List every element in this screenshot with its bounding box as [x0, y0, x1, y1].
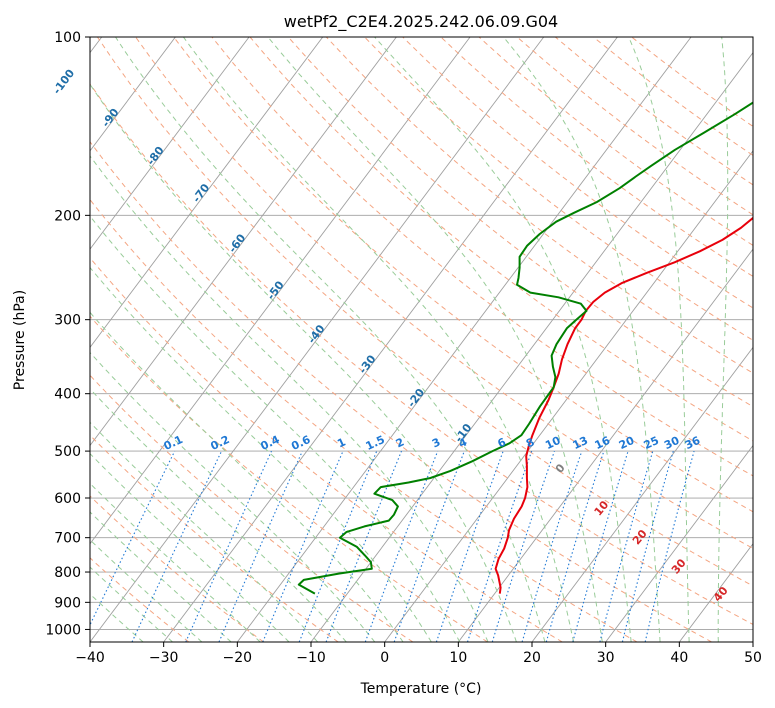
- dry-adiabat-line: [173, 37, 753, 513]
- y-tick-label: 1000: [45, 622, 81, 638]
- mixing-ratio-line: [521, 450, 583, 642]
- x-tick-label: −40: [75, 650, 105, 666]
- moist-adiabat-line: [503, 37, 661, 642]
- mixing-ratio-label: 13: [571, 434, 590, 452]
- isotherm-line: [236, 37, 692, 642]
- mixing-ratio-label: 20: [617, 434, 637, 452]
- y-tick-label: 400: [54, 387, 81, 403]
- mixing-ratio-line: [491, 450, 555, 642]
- x-axis-title: Temperature (°C): [360, 681, 482, 697]
- background-lines: [90, 37, 753, 642]
- mixing-ratio-line: [466, 450, 533, 642]
- mixing-ratio-line: [393, 450, 465, 642]
- isotherm-line: [90, 37, 250, 250]
- dry-adiabat-line: [402, 37, 753, 309]
- mixing-ratio-label: 16: [593, 434, 613, 452]
- y-tick-label: 600: [54, 491, 81, 507]
- moist-adiabat-line: [90, 215, 461, 642]
- axes: −40 −30 −20 −10 0 10 20 30 40 50 100 200 300 400 500 60…: [45, 30, 762, 666]
- moist-adiabat-line: [90, 539, 203, 642]
- isotherm-line: [90, 37, 176, 152]
- mixing-ratio-line: [298, 450, 378, 642]
- dry-adiabat-line: [90, 83, 753, 625]
- x-tick-label: −30: [149, 650, 179, 666]
- x-tick-label: 40: [670, 650, 688, 666]
- mixing-ratio-line: [435, 450, 504, 642]
- y-tick-label: 200: [54, 208, 81, 224]
- moist-adiabat-line: [90, 351, 376, 642]
- x-tick-label: 10: [449, 650, 467, 666]
- moist-adiabat-line: [374, 37, 632, 642]
- chart-title: wetPf2_C2E4.2025.242.06.09.G04: [284, 12, 558, 32]
- mixing-ratio-line: [185, 450, 273, 642]
- isotherm-line: [531, 346, 753, 642]
- moist-adiabat-line: [628, 37, 690, 642]
- dry-adiabat-line: [96, 37, 753, 587]
- dry-adiabat-line: [135, 37, 753, 550]
- plot-frame: [89, 36, 754, 643]
- isotherm-line: [310, 51, 753, 642]
- mixing-ratio-line: [218, 450, 303, 642]
- moist-adiabat-line: [90, 482, 261, 642]
- moist-adiabat-line: [90, 388, 347, 642]
- isotherm-line: [90, 37, 471, 545]
- mixing-ratio-line: [325, 450, 403, 642]
- moist-adiabat-line: [90, 266, 432, 642]
- y-tick-label: 300: [54, 313, 81, 329]
- isotherm-line: [90, 37, 545, 642]
- dry-adiabat-line: [287, 37, 753, 408]
- y-tick-label: 100: [54, 30, 81, 46]
- dry-adiabat-line: [90, 374, 414, 642]
- dewpoint-line: [297, 101, 753, 595]
- dry-adiabat-line: [90, 198, 638, 642]
- x-tick-label: −20: [223, 650, 253, 666]
- mixing-ratio-line: [364, 450, 439, 642]
- x-tick-label: 0: [380, 650, 389, 666]
- dry-adiabat-line: [90, 257, 563, 642]
- dry-adiabat-line: [364, 37, 753, 341]
- x-tick-label: 50: [744, 650, 762, 666]
- mixing-ratio-line: [545, 450, 605, 642]
- moist-adiabat-line: [90, 155, 489, 642]
- moist-adiabat-line: [115, 37, 546, 642]
- mixing-ratio-line: [262, 450, 344, 642]
- mixing-ratio-line: [90, 450, 176, 627]
- y-tick-label: 700: [54, 531, 81, 547]
- profile-lines: [297, 101, 753, 595]
- isotherm-line: [90, 37, 397, 447]
- y-axis-title: Pressure (hPa): [12, 290, 28, 390]
- temperature-line: [494, 216, 753, 594]
- moist-adiabat-line: [90, 311, 404, 642]
- y-tick-label: 900: [54, 595, 81, 611]
- isotherm-line: [90, 37, 324, 349]
- dry-adiabat-line: [90, 140, 712, 642]
- y-tick-label: 500: [54, 444, 81, 460]
- isotherm-line: [457, 248, 753, 642]
- mixing-ratio-label: 10: [543, 434, 563, 452]
- moist-adiabat-line: [267, 37, 603, 642]
- isotherm-line: [605, 444, 753, 642]
- mixing-ratio-label: 25: [642, 434, 661, 452]
- moist-adiabat-line: [90, 452, 290, 642]
- dry-adiabat-line: [211, 37, 753, 477]
- mixing-ratio-line: [599, 450, 654, 642]
- mixing-ratio-line: [644, 450, 695, 642]
- isotherm-line: [163, 37, 618, 642]
- mixing-ratio-label: 36: [683, 434, 703, 452]
- x-tick-label: −10: [296, 650, 326, 666]
- x-tick-label: 30: [597, 650, 615, 666]
- dry-adiabat-line: [90, 557, 190, 642]
- mixing-ratio-line: [572, 450, 629, 642]
- moist-adiabat-line: [90, 83, 517, 642]
- y-tick-label: 800: [54, 565, 81, 581]
- mixing-ratio-line: [621, 450, 674, 642]
- moist-adiabat-line: [90, 566, 173, 642]
- x-tick-label: 20: [523, 650, 541, 666]
- moist-adiabat-line: [182, 37, 575, 642]
- mixing-ratio-label: 30: [662, 434, 682, 452]
- moist-adiabat-line: [717, 37, 729, 642]
- isotherm-line: [384, 150, 753, 642]
